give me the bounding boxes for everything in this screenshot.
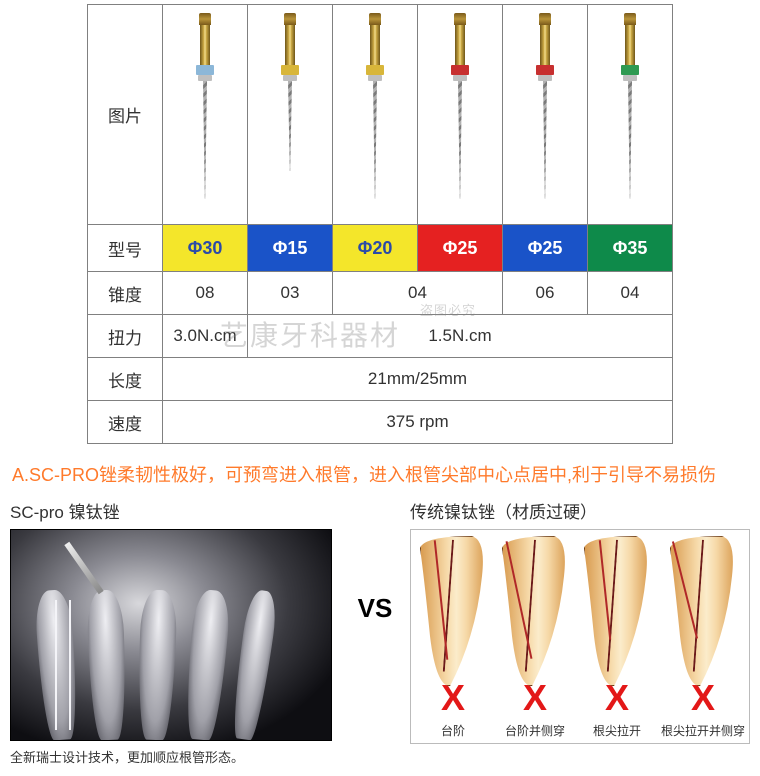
taper-cell: 04 bbox=[588, 272, 673, 315]
taper-cell: 03 bbox=[248, 272, 333, 315]
tooth-icon bbox=[670, 536, 736, 686]
description-text: A.SC-PRO锉柔韧性极好，可预弯进入根管，进入根管尖部中心点居中,利于引导不… bbox=[12, 462, 748, 488]
model-cell-2: Φ20 bbox=[333, 225, 418, 272]
row-model: 型号 Φ30 Φ15 Φ20 Φ25 Φ25 Φ35 bbox=[88, 225, 673, 272]
speed-cell: 375 rpm bbox=[163, 401, 673, 444]
xray-image bbox=[10, 529, 332, 741]
compare-left: SC-pro 镍钛锉 全新瑞士设计技术，更加顺应根管形态。 bbox=[10, 498, 340, 766]
taper-cell: 08 bbox=[163, 272, 248, 315]
endo-file-icon bbox=[280, 13, 300, 203]
rowlabel-speed: 速度 bbox=[88, 401, 163, 444]
file-cell-1 bbox=[248, 5, 333, 225]
model-cell-0: Φ30 bbox=[163, 225, 248, 272]
model-cell-4: Φ25 bbox=[503, 225, 588, 272]
rowlabel-model: 型号 bbox=[88, 225, 163, 272]
length-cell: 21mm/25mm bbox=[163, 358, 673, 401]
file-cell-5 bbox=[588, 5, 673, 225]
spec-table: 图片 型号 Φ30 Φ15 Φ20 Φ25 Φ25 Φ35 锥度 bbox=[87, 4, 673, 444]
tooth-icon bbox=[584, 536, 650, 686]
rowlabel-torque: 扭力 bbox=[88, 315, 163, 358]
failure-item: X 根尖拉开 bbox=[579, 536, 655, 739]
failure-caption: 台阶 bbox=[441, 722, 465, 739]
failure-item: X 台阶并侧穿 bbox=[497, 536, 573, 739]
failure-item: X 台阶 bbox=[415, 536, 491, 739]
taper-cell: 06 bbox=[503, 272, 588, 315]
failure-item: X 根尖拉开并侧穿 bbox=[661, 536, 745, 739]
endo-file-icon bbox=[620, 13, 640, 203]
taper-cell: 04 bbox=[333, 272, 503, 315]
row-torque: 扭力 3.0N.cm 1.5N.cm bbox=[88, 315, 673, 358]
model-cell-3: Φ25 bbox=[418, 225, 503, 272]
torque-cell: 1.5N.cm bbox=[248, 315, 673, 358]
row-taper: 锥度 08 03 04 06 04 bbox=[88, 272, 673, 315]
left-title: SC-pro 镍钛锉 bbox=[10, 498, 340, 523]
left-caption: 全新瑞士设计技术，更加顺应根管形态。 bbox=[10, 747, 340, 766]
rowlabel-taper: 锥度 bbox=[88, 272, 163, 315]
tooth-icon bbox=[502, 536, 568, 686]
torque-cell: 3.0N.cm bbox=[163, 315, 248, 358]
comparison-section: SC-pro 镍钛锉 全新瑞士设计技术，更加顺应根管形态。 VS 传统镍钛锉（材… bbox=[0, 498, 760, 776]
spec-table-container: 图片 型号 Φ30 Φ15 Φ20 Φ25 Φ25 Φ35 锥度 bbox=[0, 4, 760, 444]
failure-caption: 根尖拉开 bbox=[593, 722, 641, 739]
compare-right: 传统镍钛锉（材质过硬） X 台阶 X 台阶并侧穿 X 根尖拉开 bbox=[410, 498, 750, 744]
row-speed: 速度 375 rpm bbox=[88, 401, 673, 444]
endo-file-icon bbox=[535, 13, 555, 203]
file-cell-4 bbox=[503, 5, 588, 225]
file-cell-2 bbox=[333, 5, 418, 225]
endo-file-icon bbox=[365, 13, 385, 203]
vs-label: VS bbox=[340, 498, 410, 718]
model-cell-1: Φ15 bbox=[248, 225, 333, 272]
rowlabel-length: 长度 bbox=[88, 358, 163, 401]
file-cell-0 bbox=[163, 5, 248, 225]
row-image: 图片 bbox=[88, 5, 673, 225]
tooth-icon bbox=[420, 536, 486, 686]
model-cell-5: Φ35 bbox=[588, 225, 673, 272]
endo-file-icon bbox=[450, 13, 470, 203]
endo-file-icon bbox=[195, 13, 215, 203]
failure-caption: 根尖拉开并侧穿 bbox=[661, 722, 745, 739]
file-cell-3 bbox=[418, 5, 503, 225]
right-title: 传统镍钛锉（材质过硬） bbox=[410, 498, 750, 523]
failure-caption: 台阶并侧穿 bbox=[505, 722, 565, 739]
row-length: 长度 21mm/25mm bbox=[88, 358, 673, 401]
rowlabel-image: 图片 bbox=[88, 5, 163, 225]
